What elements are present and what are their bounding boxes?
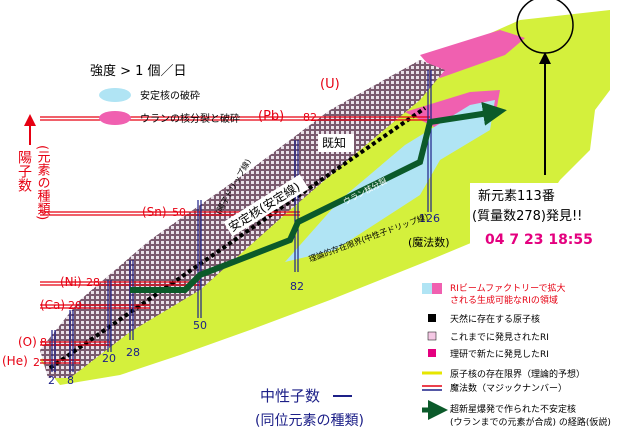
legend-swatch (422, 283, 436, 294)
neutron-magic: 8 (67, 374, 74, 387)
discovery-text: (質量数278)発見!! (472, 209, 582, 224)
legend-swatch (99, 88, 131, 102)
legend-swatch (428, 349, 436, 357)
stable-line (48, 106, 427, 370)
proton-magic: 28 (86, 276, 100, 289)
proton-magic: 2 (33, 356, 40, 369)
legend-text: これまでに発見されたRI (450, 331, 549, 343)
proton-magic: 20 (68, 299, 82, 312)
neutron-magic: 28 (126, 346, 140, 359)
region-label: 既知 (322, 136, 346, 150)
legend-text: 魔法数（マジックナンバー） (450, 382, 567, 394)
proton-magic: 82 (303, 111, 317, 124)
label-box (223, 174, 309, 237)
proton-magic: 8 (40, 336, 47, 349)
label-box (470, 183, 610, 245)
element-label: (Sn) (142, 205, 167, 219)
element-label: (Ni) (60, 275, 82, 289)
fission-region (420, 30, 525, 78)
legend-item: 安定核の破砕 (140, 89, 200, 102)
discovery-text: 新元素113番 (478, 188, 555, 204)
legend-text: 天然に存在する原子核 (450, 313, 540, 325)
neutron-magic: 2 (48, 374, 55, 387)
legend-swatch (99, 111, 131, 125)
element-label: (He) (2, 354, 28, 368)
r-process-path (130, 101, 507, 293)
element-label: (Ca) (40, 298, 65, 312)
legend-title: 強度 > 1 個／日 (90, 63, 187, 79)
legend-text: (ウランまでの元素が合成) の経路(仮説) (450, 416, 611, 428)
element-label: (O) (18, 335, 37, 349)
proton-magic: 50 (172, 206, 186, 219)
legend-text: 超新星爆発で作られた不安定核 (450, 403, 576, 415)
legend-text: 原子核の存在限界（理論的予想） (450, 368, 585, 380)
y-axis-label: 陽子数 (16, 150, 32, 192)
element-label: (U) (320, 77, 340, 92)
y-axis-sublabel: (元素の種類) (35, 145, 51, 220)
legend-swatch (432, 283, 442, 294)
neutron-magic: 126 (419, 212, 440, 225)
legend-swatch (428, 314, 436, 322)
legend-text: される生成可能なRIの領域 (450, 294, 558, 306)
legend-text: RIビームファクトリーで拡大 (450, 282, 566, 294)
legend-item: ウランの核分裂と破砕 (140, 112, 240, 125)
neutron-magic-note: (魔法数) (408, 235, 450, 249)
spallation-region (285, 100, 495, 262)
legend-swatch (427, 331, 437, 341)
legend-text: 理研で新たに発見したRI (450, 348, 549, 360)
element-label: (Pb) (258, 109, 284, 124)
discovery-time: 04 7 23 18:55 (485, 232, 593, 248)
x-axis-label: 中性子数 (260, 387, 320, 405)
label-box (318, 134, 354, 152)
neutron-magic: 82 (290, 280, 304, 293)
x-axis-sublabel: (同位元素の種類) (255, 413, 364, 429)
neutron-magic: 50 (193, 319, 207, 332)
neutron-magic: 20 (102, 352, 116, 365)
